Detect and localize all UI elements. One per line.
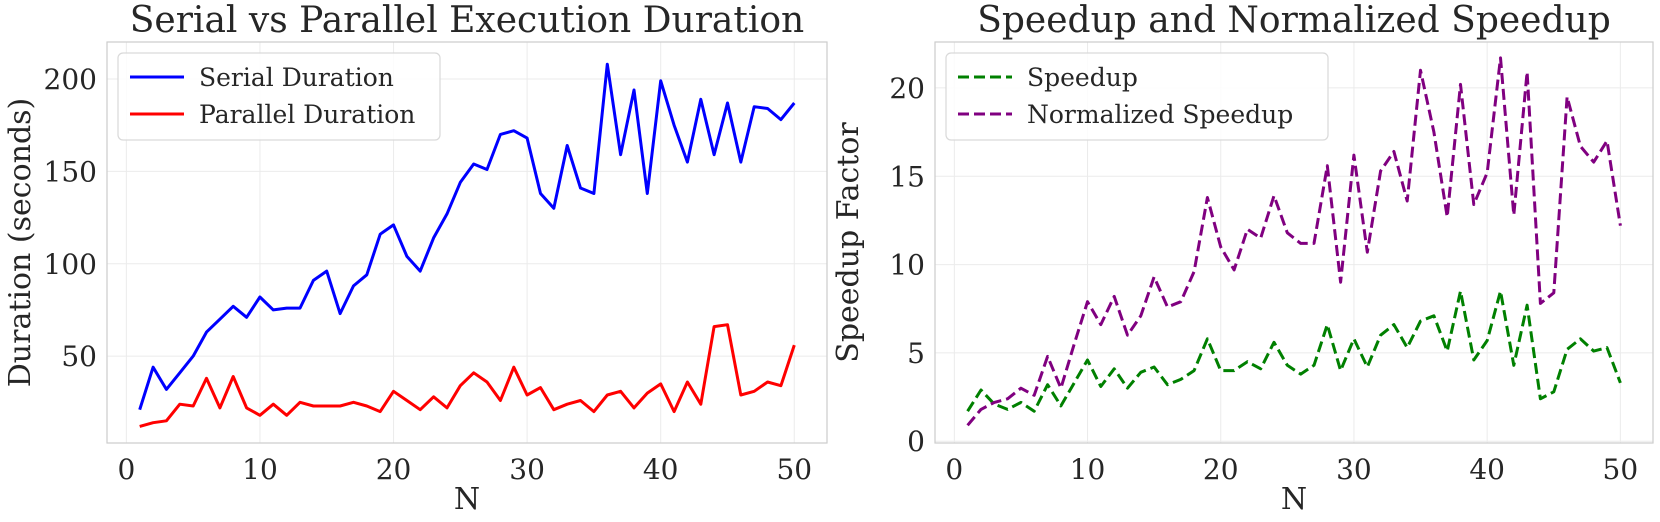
chart-0-x-tick-label: 40 [643,453,679,486]
chart-0-title: Serial vs Parallel Execution Duration [130,0,804,41]
chart-0-y-axis-label: Duration (seconds) [3,98,38,388]
chart-1-x-tick-label: 0 [945,453,963,486]
chart-1-plot-frame [934,41,1654,444]
chart-1-x-axis-label: N [1281,482,1307,517]
chart-0-x-tick-label: 20 [376,453,412,486]
chart-1-y-tick-label: 15 [889,160,925,193]
chart-0-series-line-1 [139,323,796,428]
chart-0-x-tick-label: 50 [776,453,812,486]
chart-0-y-tick-label: 200 [44,63,97,96]
chart-0-y-tick-label: 150 [44,155,97,188]
chart-0-series-line-0 [138,62,796,411]
chart-1-x-tick-label: 40 [1469,453,1505,486]
chart-1-title: Speedup and Normalized Speedup [977,0,1611,41]
chart-1-series-line-1 [966,56,1622,427]
chart-1-x-tick-label: 10 [1070,453,1106,486]
chart-0-plot-frame [106,41,828,444]
chart-1-x-tick-label: 50 [1603,453,1639,486]
chart-1-x-tick-label: 30 [1336,453,1372,486]
chart-1-legend-label-0: Speedup [1027,63,1138,92]
chart-0-legend-label-0: Serial Duration [199,63,394,92]
chart-1-y-axis-label: Speedup Factor [831,122,866,363]
chart-1-series-line-0 [966,289,1622,413]
chart-0-legend-label-1: Parallel Duration [199,100,415,129]
chart-0-x-axis-label: N [454,482,480,517]
chart-1-y-tick-label: 5 [907,337,925,370]
chart-0-x-tick-label: 30 [509,453,545,486]
chart-serial-vs-parallel: 0 10 20 30 40 50 50 100 150 200 Serial vs Parallel… [3,0,828,517]
chart-1-y-tick-label: 0 [907,425,925,458]
chart-0-legend: Serial Duration Parallel Duration [117,52,441,141]
chart-0-x-tick-label: 10 [242,453,278,486]
chart-0-y-tick-label: 100 [44,248,97,281]
chart-1-y-tick-label: 20 [889,72,925,105]
chart-0-x-tick-label: 0 [117,453,135,486]
chart-1-legend-label-1: Normalized Speedup [1027,100,1293,129]
chart-1-legend-box [945,52,1329,141]
chart-1-y-tick-label: 10 [889,249,925,282]
chart-1-x-tick-label: 20 [1203,453,1239,486]
chart-1-legend: Speedup Normalized Speedup [945,52,1329,141]
chart-speedup: 0 10 20 30 40 50 0 5 10 15 20 Speedup and Normalize… [831,0,1654,517]
chart-0-legend-box [117,52,441,141]
chart-0-y-tick-label: 50 [61,340,97,373]
